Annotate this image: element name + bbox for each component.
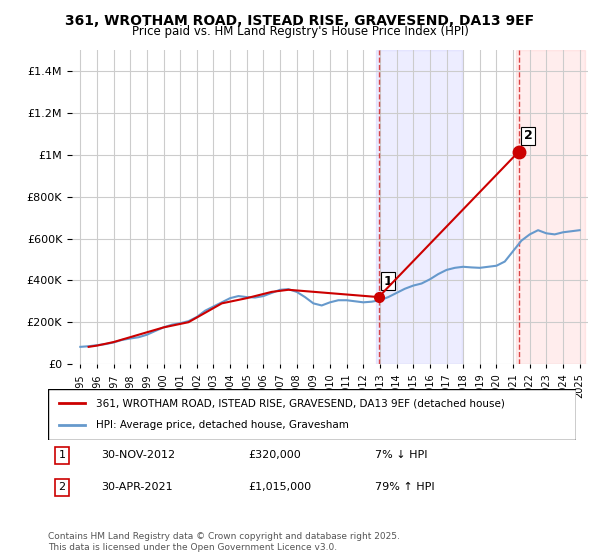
Text: 30-APR-2021: 30-APR-2021	[101, 483, 172, 492]
Text: Price paid vs. HM Land Registry's House Price Index (HPI): Price paid vs. HM Land Registry's House …	[131, 25, 469, 38]
Text: £1,015,000: £1,015,000	[248, 483, 312, 492]
Text: 361, WROTHAM ROAD, ISTEAD RISE, GRAVESEND, DA13 9EF (detached house): 361, WROTHAM ROAD, ISTEAD RISE, GRAVESEN…	[95, 398, 505, 408]
Text: 1: 1	[383, 274, 392, 287]
Bar	[376, 50, 462, 364]
Text: £320,000: £320,000	[248, 450, 301, 460]
Text: 2: 2	[59, 483, 65, 492]
Text: 30-NOV-2012: 30-NOV-2012	[101, 450, 175, 460]
Text: 1: 1	[59, 450, 65, 460]
Text: 79% ↑ HPI: 79% ↑ HPI	[376, 483, 435, 492]
Text: Contains HM Land Registry data © Crown copyright and database right 2025.
This d: Contains HM Land Registry data © Crown c…	[48, 532, 400, 552]
FancyBboxPatch shape	[48, 389, 576, 440]
Text: HPI: Average price, detached house, Gravesham: HPI: Average price, detached house, Grav…	[95, 421, 349, 431]
Text: 361, WROTHAM ROAD, ISTEAD RISE, GRAVESEND, DA13 9EF: 361, WROTHAM ROAD, ISTEAD RISE, GRAVESEN…	[65, 14, 535, 28]
Text: 7% ↓ HPI: 7% ↓ HPI	[376, 450, 428, 460]
Text: 2: 2	[524, 129, 532, 142]
Bar	[516, 50, 585, 364]
